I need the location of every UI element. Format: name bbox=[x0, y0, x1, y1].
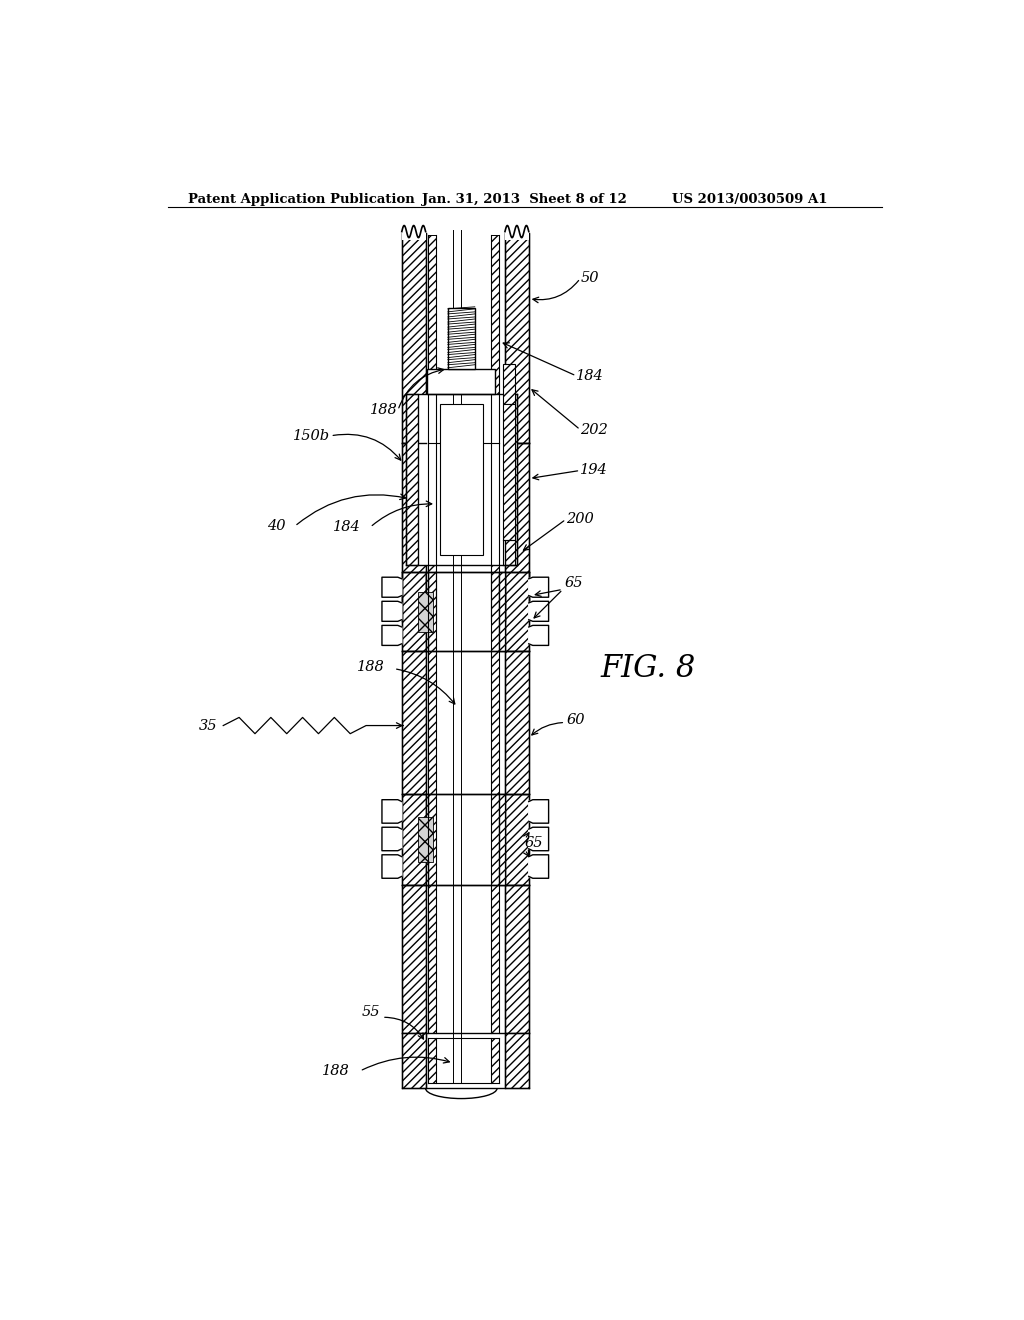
Bar bbox=[401, 651, 426, 793]
Bar bbox=[426, 444, 505, 620]
Bar bbox=[492, 651, 500, 793]
Text: 184: 184 bbox=[333, 520, 360, 535]
Text: 35: 35 bbox=[200, 718, 218, 733]
Text: 188: 188 bbox=[323, 1064, 350, 1078]
Bar bbox=[505, 1032, 528, 1089]
Bar bbox=[505, 651, 528, 793]
Bar bbox=[418, 395, 505, 565]
Polygon shape bbox=[528, 828, 549, 850]
Text: 184: 184 bbox=[577, 368, 604, 383]
Bar bbox=[505, 232, 528, 444]
Text: 65: 65 bbox=[564, 577, 583, 590]
Polygon shape bbox=[528, 602, 549, 622]
Bar bbox=[505, 886, 528, 1032]
Bar bbox=[436, 886, 492, 1032]
Bar bbox=[428, 793, 436, 886]
Text: 194: 194 bbox=[581, 463, 608, 478]
Bar bbox=[436, 793, 492, 886]
Bar bbox=[436, 651, 492, 793]
Bar bbox=[426, 886, 505, 1032]
Bar bbox=[505, 793, 528, 886]
Text: 40: 40 bbox=[266, 519, 285, 533]
Text: Jan. 31, 2013  Sheet 8 of 12: Jan. 31, 2013 Sheet 8 of 12 bbox=[422, 193, 627, 206]
Bar bbox=[428, 1038, 436, 1084]
Polygon shape bbox=[528, 800, 549, 824]
Bar bbox=[440, 404, 482, 554]
Bar bbox=[427, 368, 496, 395]
Text: Patent Application Publication: Patent Application Publication bbox=[187, 193, 415, 206]
Bar bbox=[505, 395, 517, 565]
Text: 150b: 150b bbox=[293, 429, 331, 444]
Polygon shape bbox=[382, 800, 401, 824]
Bar bbox=[426, 572, 505, 651]
Bar bbox=[426, 572, 428, 651]
Bar bbox=[428, 886, 436, 1032]
Bar bbox=[428, 572, 436, 651]
Bar bbox=[401, 886, 426, 1032]
Text: FIG. 8: FIG. 8 bbox=[600, 653, 695, 684]
Bar bbox=[426, 651, 505, 793]
Bar bbox=[500, 572, 505, 651]
Bar bbox=[428, 235, 436, 444]
Bar bbox=[401, 1032, 426, 1089]
Text: 200: 200 bbox=[566, 512, 594, 527]
Bar bbox=[436, 1038, 492, 1084]
Bar bbox=[426, 1032, 505, 1089]
Bar bbox=[436, 235, 492, 444]
Polygon shape bbox=[382, 577, 401, 597]
Bar bbox=[492, 235, 500, 444]
Polygon shape bbox=[528, 855, 549, 878]
Bar bbox=[406, 395, 418, 565]
Text: US 2013/0030509 A1: US 2013/0030509 A1 bbox=[672, 193, 827, 206]
Text: 50: 50 bbox=[581, 272, 599, 285]
Bar bbox=[436, 572, 492, 651]
Bar bbox=[500, 793, 505, 886]
Bar bbox=[504, 364, 515, 404]
Bar bbox=[492, 572, 500, 651]
Polygon shape bbox=[382, 626, 401, 645]
Bar bbox=[401, 572, 426, 651]
Text: 188: 188 bbox=[356, 660, 384, 673]
Bar bbox=[419, 591, 433, 631]
Bar bbox=[492, 444, 500, 620]
Bar bbox=[426, 232, 505, 444]
Bar bbox=[505, 572, 528, 651]
Bar bbox=[419, 817, 433, 862]
Polygon shape bbox=[382, 602, 401, 622]
Bar bbox=[505, 444, 528, 620]
Bar bbox=[492, 1038, 500, 1084]
Polygon shape bbox=[528, 626, 549, 645]
Bar bbox=[504, 404, 515, 540]
Bar bbox=[426, 793, 428, 886]
Text: 55: 55 bbox=[361, 1005, 380, 1019]
Bar bbox=[436, 444, 492, 620]
Bar bbox=[401, 232, 426, 444]
Bar bbox=[505, 222, 528, 240]
Bar bbox=[428, 651, 436, 793]
Text: 202: 202 bbox=[581, 422, 608, 437]
Bar bbox=[428, 444, 436, 620]
Bar bbox=[447, 308, 475, 368]
Text: 65: 65 bbox=[524, 837, 544, 850]
Bar bbox=[426, 793, 505, 886]
Bar bbox=[401, 444, 426, 620]
Polygon shape bbox=[528, 577, 549, 597]
Text: 60: 60 bbox=[567, 714, 586, 727]
Bar bbox=[401, 793, 426, 886]
Bar bbox=[492, 886, 500, 1032]
Text: 188: 188 bbox=[370, 404, 397, 417]
Bar bbox=[401, 222, 426, 240]
Bar bbox=[492, 793, 500, 886]
Polygon shape bbox=[382, 828, 401, 850]
Polygon shape bbox=[382, 855, 401, 878]
